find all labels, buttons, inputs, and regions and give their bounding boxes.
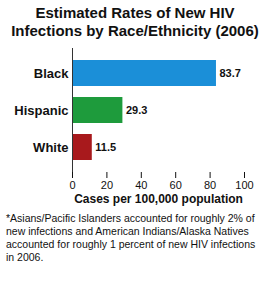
svg-text:29.3: 29.3 <box>126 104 147 116</box>
svg-text:11.5: 11.5 <box>95 141 116 153</box>
svg-text:80: 80 <box>204 179 216 191</box>
html-text:*Asians/Pacific Islanders acco: *Asians/Pacific Islanders accounted for … <box>6 212 256 263</box>
svg-text:40: 40 <box>135 179 147 191</box>
svg-text:0: 0 <box>69 179 75 191</box>
svg-text:100: 100 <box>235 179 253 191</box>
svg-text:60: 60 <box>170 179 182 191</box>
svg-text:Black: Black <box>34 66 69 81</box>
svg-text:83.7: 83.7 <box>219 67 240 79</box>
svg-text:Hispanic: Hispanic <box>14 103 68 118</box>
svg-text:White: White <box>33 140 68 155</box>
svg-text:20: 20 <box>101 179 113 191</box>
html-text:Estimated Rates of New HIV Inf: Estimated Rates of New HIV Infections by… <box>11 4 259 39</box>
svg-text:Cases per 100,000 population: Cases per 100,000 population <box>74 192 243 206</box>
